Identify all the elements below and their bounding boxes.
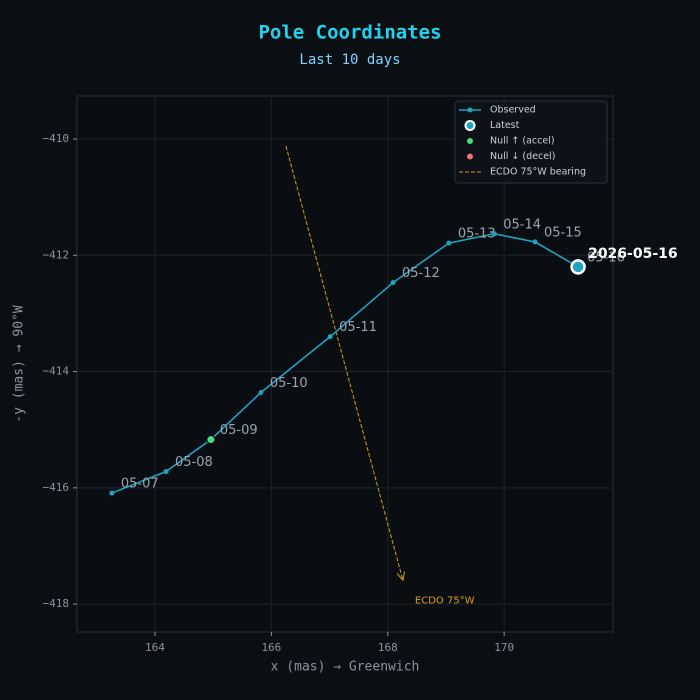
chart-subtitle: Last 10 days	[299, 52, 400, 68]
legend-swatch	[466, 137, 474, 145]
data-point	[532, 239, 538, 245]
data-point	[327, 334, 333, 340]
legend-box	[454, 100, 608, 184]
null-point	[206, 435, 216, 445]
point-label: 05-14	[503, 217, 541, 232]
data-point	[163, 469, 169, 475]
legend-swatch	[466, 152, 474, 161]
data-point	[109, 490, 115, 496]
bearing-arrow	[285, 145, 404, 581]
x-axis-label: x (mas) → Greenwich	[271, 660, 420, 675]
legend-label: Null ↑ (accel)	[490, 136, 555, 147]
legend-swatch	[464, 120, 476, 131]
y-tick-label: −416	[43, 481, 70, 494]
legend-label: ECDO 75°W bearing	[490, 167, 586, 178]
point-label: 05-12	[402, 266, 440, 281]
point-label: 05-10	[270, 376, 308, 391]
bearing-label: ECDO 75°W	[415, 595, 475, 606]
legend-swatch	[467, 107, 473, 113]
point-label: 05-08	[175, 455, 213, 470]
point-label: 05-15	[544, 225, 582, 240]
x-tick-label: 170	[494, 641, 514, 654]
data-point	[390, 280, 396, 286]
y-tick-label: −418	[43, 597, 70, 610]
latest-point	[570, 259, 586, 275]
point-label: 05-13	[458, 227, 496, 242]
latest-label: 2026-05-16	[588, 246, 678, 262]
point-label: 05-09	[220, 423, 258, 438]
y-tick-label: −414	[43, 365, 70, 378]
y-axis-label: -y (mas) → 90°W	[12, 305, 27, 423]
arrow-head	[396, 571, 406, 582]
x-tick-label: 168	[378, 641, 398, 654]
data-point	[258, 389, 264, 395]
point-label: 05-11	[339, 320, 377, 335]
data-point	[491, 231, 497, 237]
y-tick-label: −412	[43, 248, 70, 261]
y-tick-label: −410	[43, 132, 70, 145]
data-point	[446, 240, 452, 246]
legend-label: Latest	[490, 120, 520, 131]
x-tick-label: 166	[261, 641, 281, 654]
legend-label: Observed	[490, 105, 536, 116]
series-line	[111, 232, 579, 494]
point-label: 05-16	[587, 250, 625, 265]
chart-title: Pole Coordinates	[258, 22, 441, 44]
legend-label: Null ↓ (decel)	[490, 151, 555, 162]
point-label: 05-07	[121, 477, 159, 492]
x-tick-label: 164	[145, 641, 165, 654]
